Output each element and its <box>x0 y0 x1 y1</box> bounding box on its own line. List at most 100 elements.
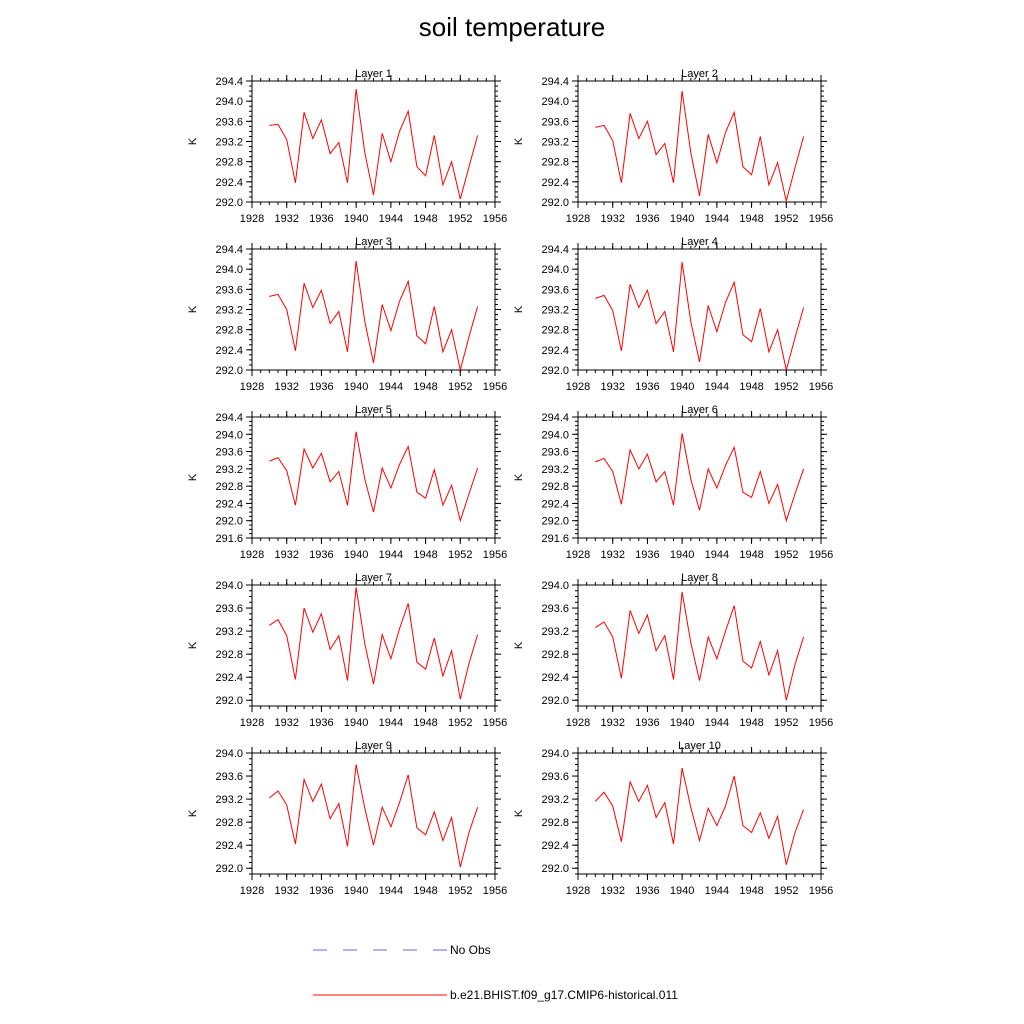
y-tick-label: 293.6 <box>541 116 569 128</box>
y-tick-label: 292.4 <box>541 672 569 684</box>
y-tick-label: 292.8 <box>541 817 569 829</box>
x-tick-label: 1952 <box>774 213 798 225</box>
x-tick-label: 1940 <box>670 381 694 393</box>
y-tick-label: 292.8 <box>215 481 243 493</box>
y-tick-label: 292.4 <box>215 672 243 684</box>
x-tick-label: 1952 <box>774 381 798 393</box>
x-tick-label: 1952 <box>774 885 798 897</box>
x-tick-label: 1944 <box>705 885 729 897</box>
series-line <box>595 767 805 865</box>
y-tick-label: 292.8 <box>215 649 243 661</box>
y-tick-label: 293.6 <box>215 116 243 128</box>
x-tick-label: 1936 <box>309 213 333 225</box>
series-line <box>595 262 805 371</box>
y-tick-label: 294.0 <box>541 264 569 276</box>
y-axis-label: K <box>187 473 199 481</box>
y-tick-label: 291.6 <box>215 533 243 545</box>
y-tick-label: 294.0 <box>541 429 569 441</box>
x-tick-label: 1944 <box>379 213 403 225</box>
series-line <box>269 261 479 371</box>
y-tick-label: 293.6 <box>541 447 569 459</box>
x-tick-label: 1936 <box>309 717 333 729</box>
y-tick-label: 292.0 <box>215 516 243 528</box>
y-tick-label: 294.4 <box>215 76 243 88</box>
x-tick-label: 1936 <box>635 213 659 225</box>
y-tick-label: 293.6 <box>541 603 569 615</box>
x-tick-label: 1952 <box>774 549 798 561</box>
y-tick-label: 292.0 <box>215 695 243 707</box>
x-tick-label: 1948 <box>739 381 763 393</box>
y-tick-label: 294.0 <box>215 264 243 276</box>
y-tick-label: 292.0 <box>215 863 243 875</box>
y-axis-label: K <box>513 641 525 649</box>
x-tick-label: 1948 <box>413 885 437 897</box>
x-tick-label: 1940 <box>670 885 694 897</box>
x-tick-label: 1928 <box>240 717 264 729</box>
x-tick-label: 1944 <box>705 549 729 561</box>
y-axis-label: K <box>513 473 525 481</box>
x-tick-label: 1956 <box>483 213 507 225</box>
x-tick-label: 1948 <box>413 213 437 225</box>
series-line <box>269 89 479 200</box>
series-line <box>595 91 805 202</box>
series-line <box>269 764 479 868</box>
x-tick-label: 1932 <box>600 717 624 729</box>
y-tick-label: 292.8 <box>541 649 569 661</box>
y-tick-label: 292.4 <box>215 177 243 189</box>
x-tick-label: 1940 <box>344 885 368 897</box>
y-tick-label: 292.4 <box>541 177 569 189</box>
x-tick-label: 1944 <box>705 381 729 393</box>
y-axis-label: K <box>513 809 525 817</box>
y-tick-label: 292.8 <box>541 481 569 493</box>
x-tick-label: 1948 <box>413 549 437 561</box>
y-tick-label: 292.0 <box>541 516 569 528</box>
y-tick-label: 294.4 <box>541 412 569 424</box>
y-tick-label: 294.4 <box>215 244 243 256</box>
x-tick-label: 1948 <box>413 381 437 393</box>
x-tick-label: 1940 <box>344 381 368 393</box>
panel-title: Layer 1 <box>355 68 392 80</box>
x-tick-label: 1952 <box>448 549 472 561</box>
panel-title: Layer 6 <box>681 404 718 416</box>
x-tick-label: 1956 <box>809 381 833 393</box>
y-tick-label: 293.2 <box>215 626 243 638</box>
panel-title: Layer 4 <box>681 236 718 248</box>
y-tick-label: 292.4 <box>541 345 569 357</box>
panel-layer-9: Layer 9 K 292.0 292.4 292.8 293.2 293.6 294.0 19… <box>187 740 507 897</box>
y-tick-label: 293.6 <box>215 771 243 783</box>
y-tick-label: 292.4 <box>215 498 243 510</box>
legend: No Obs b.e21.BHIST.f09_g17.CMIP6-historic… <box>313 943 678 1002</box>
panel-title: Layer 3 <box>355 236 392 248</box>
panel-title: Layer 2 <box>681 68 718 80</box>
y-tick-label: 294.4 <box>541 76 569 88</box>
y-tick-label: 294.0 <box>215 748 243 760</box>
x-tick-label: 1944 <box>379 717 403 729</box>
y-tick-label: 294.0 <box>541 96 569 108</box>
y-tick-label: 292.0 <box>541 695 569 707</box>
plot-frame <box>577 80 822 203</box>
x-tick-label: 1956 <box>809 213 833 225</box>
series-line <box>595 591 805 701</box>
panel-layer-4: Layer 4 K 292.0 292.4 292.8 293.2 293.6 294.0 29… <box>513 236 833 393</box>
y-tick-label: 294.4 <box>541 244 569 256</box>
x-tick-label: 1940 <box>670 549 694 561</box>
y-tick-label: 292.4 <box>215 840 243 852</box>
y-tick-label: 293.2 <box>215 464 243 476</box>
legend-label-model: b.e21.BHIST.f09_g17.CMIP6-historical.011 <box>450 988 678 1002</box>
x-tick-label: 1944 <box>379 381 403 393</box>
series-line <box>269 587 479 700</box>
plot-frame <box>251 248 496 371</box>
x-tick-label: 1928 <box>566 549 590 561</box>
x-tick-label: 1932 <box>274 717 298 729</box>
plot-frame <box>577 248 822 371</box>
x-tick-label: 1932 <box>600 213 624 225</box>
panel-layer-3: Layer 3 K 292.0 292.4 292.8 293.2 293.6 294.0 29… <box>187 236 507 393</box>
x-tick-label: 1952 <box>448 885 472 897</box>
y-tick-label: 293.6 <box>541 284 569 296</box>
x-tick-label: 1928 <box>240 549 264 561</box>
y-tick-label: 293.6 <box>541 771 569 783</box>
x-tick-label: 1932 <box>274 381 298 393</box>
x-tick-label: 1944 <box>705 717 729 729</box>
y-tick-label: 293.2 <box>541 305 569 317</box>
